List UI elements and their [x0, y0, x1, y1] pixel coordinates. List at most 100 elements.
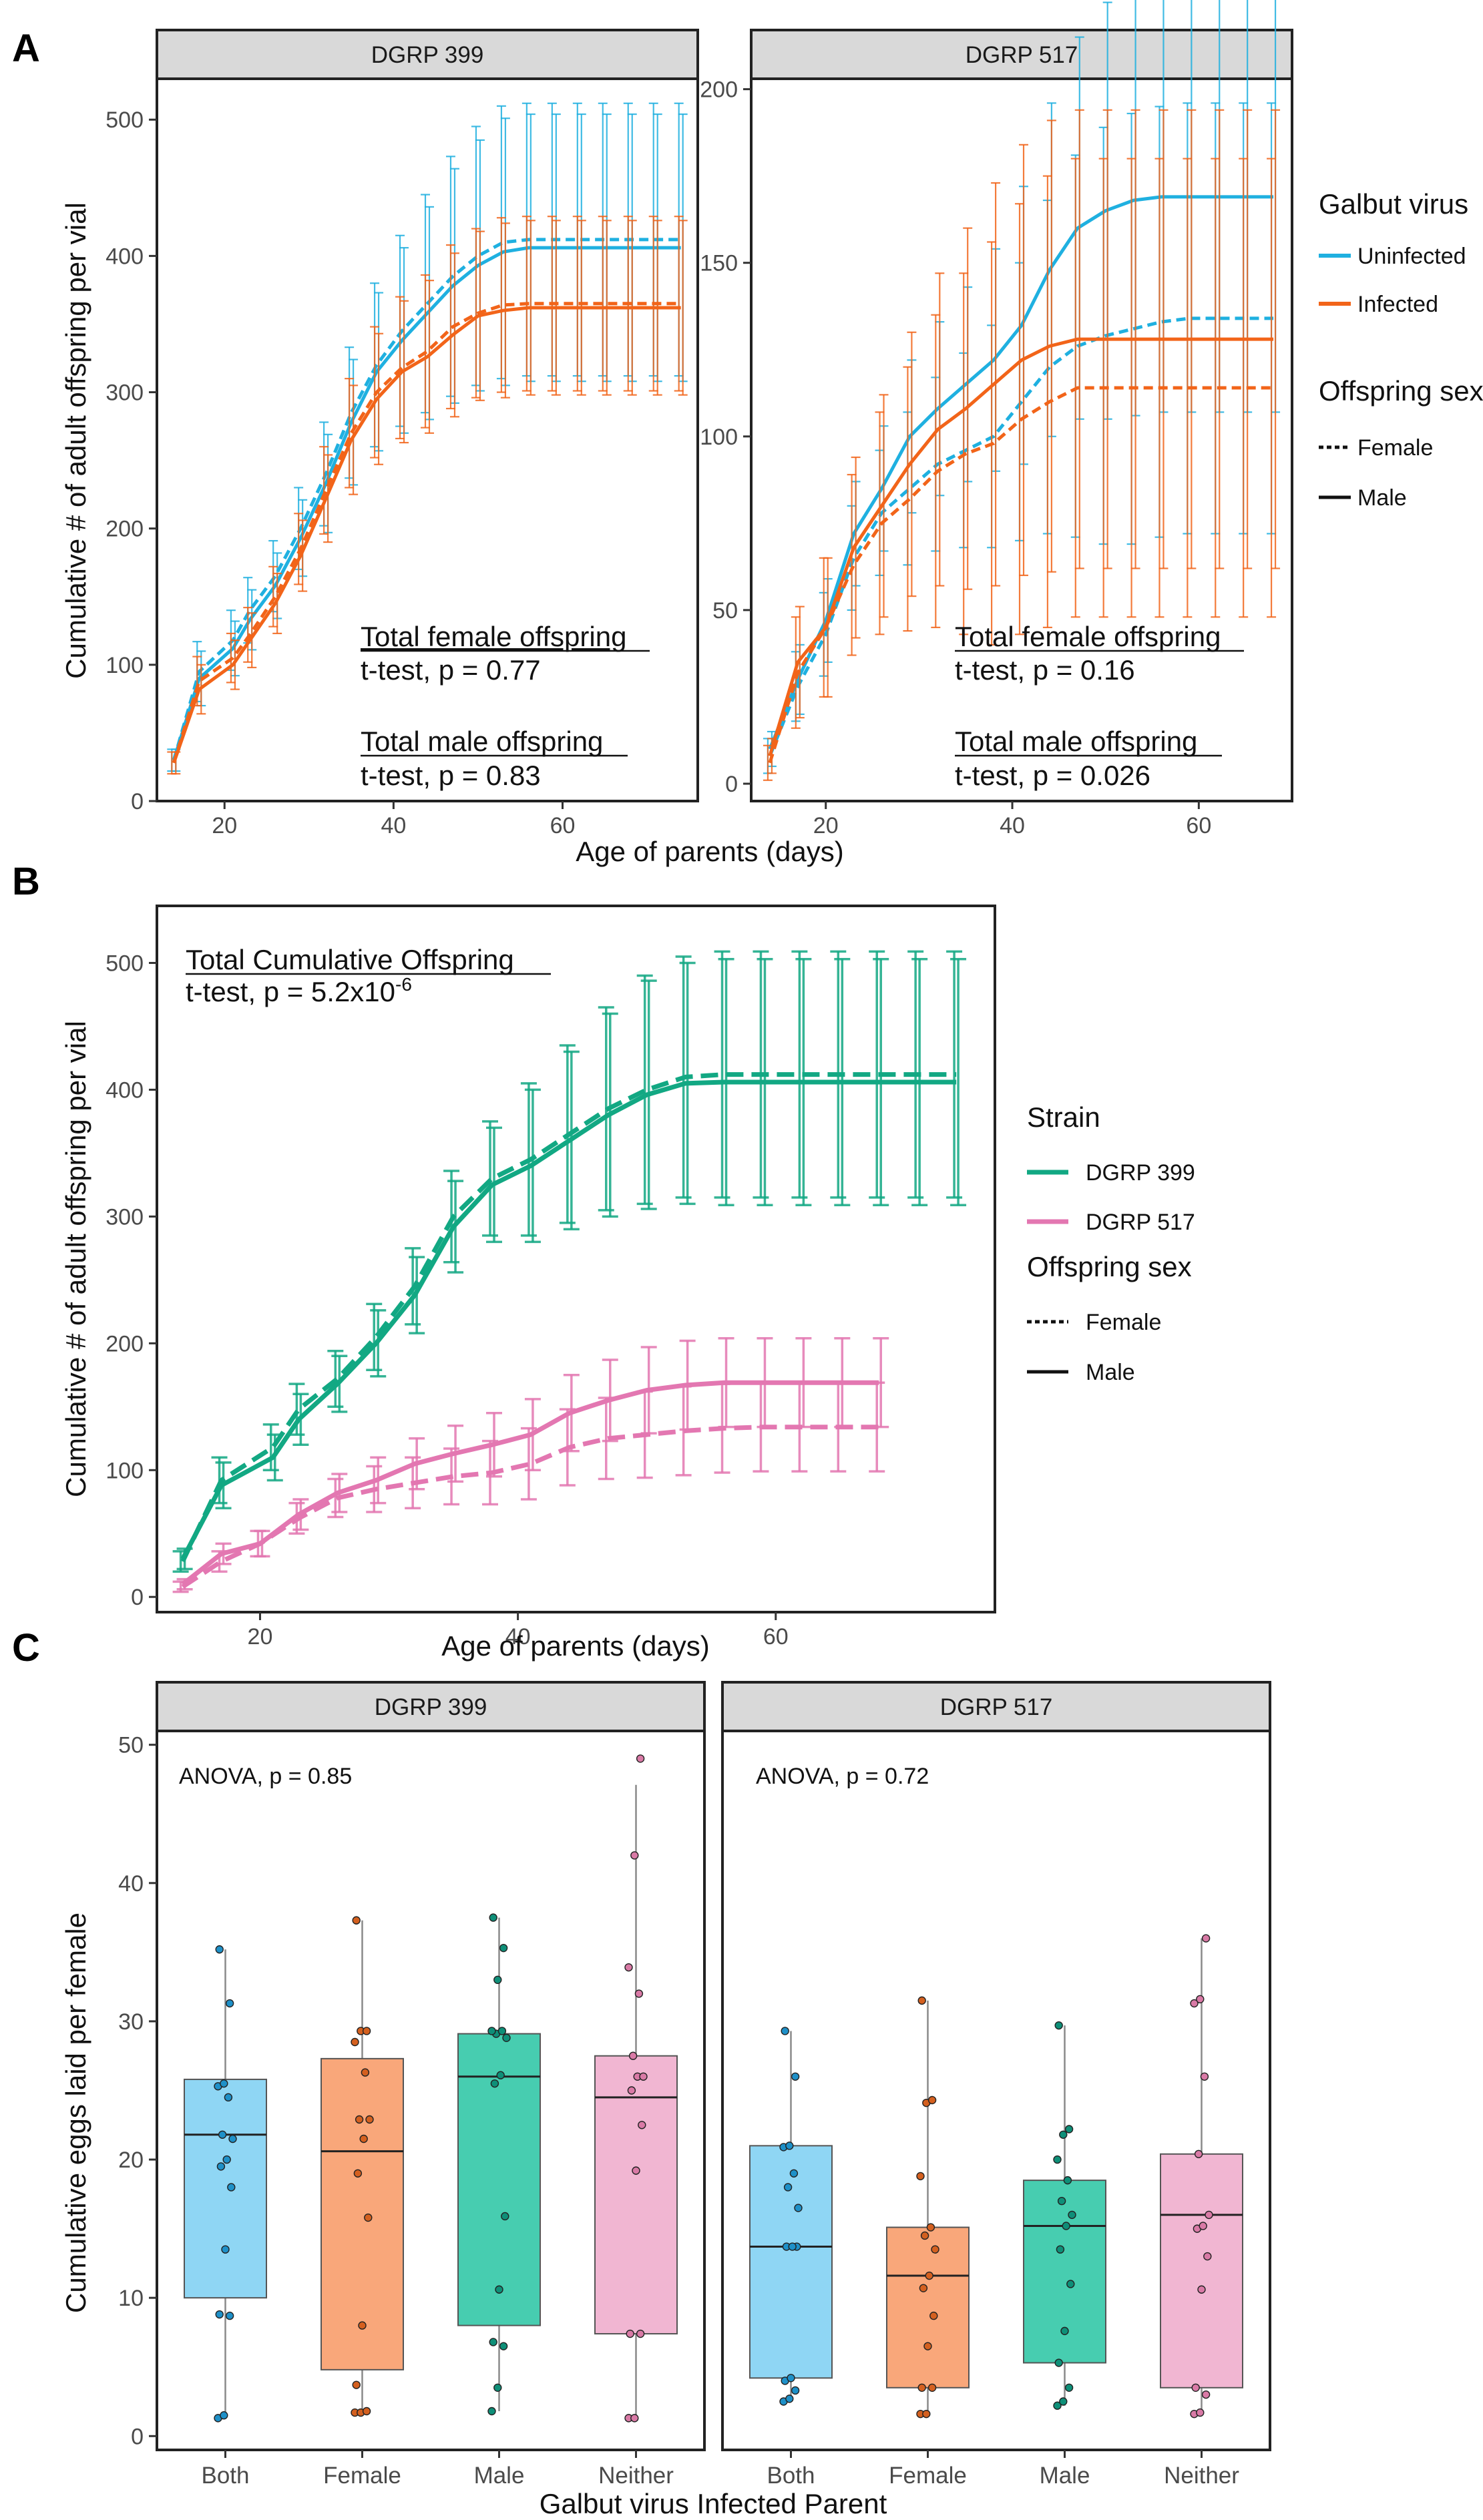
panel-c1-plot: 0 10 20 30 40 50 Both Female Male Neither	[118, 1733, 678, 2489]
panel-c2-point-neither-13	[1201, 1934, 1211, 1943]
panel-c1-box-male	[457, 2033, 541, 2326]
panel-c1-point-neither-1	[630, 2414, 639, 2423]
panel-c2-point-male-8	[1068, 2210, 1076, 2220]
panel-c2-point-female-8	[931, 2245, 939, 2254]
panel-a2-line-uninfected-female	[768, 316, 1274, 757]
panel-c1-point-male-6	[490, 2079, 499, 2088]
panel-c2-point-neither-8	[1205, 2210, 1213, 2220]
panel-c2-point-male-3	[1054, 2358, 1063, 2367]
panel-c1-point-neither-2	[636, 2329, 645, 2338]
panel-c1-point-female-7	[359, 2134, 368, 2144]
panel-c1-point-both-10	[224, 2093, 233, 2102]
legend-virus-title: Galbut virus	[1319, 188, 1468, 220]
legend-strain-title: Strain	[1027, 1101, 1100, 1133]
panel-a1-strip	[156, 29, 699, 80]
panel-a1-xtick-label-0: 20	[212, 813, 237, 838]
panel-c1-point-neither-12	[630, 1851, 639, 1860]
panel-c1-point-both-8	[228, 2134, 237, 2144]
panel-c1-point-male-10	[497, 2027, 507, 2035]
panel-c1-point-neither-4	[632, 2166, 640, 2175]
panel-c1-point-both-9	[218, 2130, 227, 2139]
panel-a2-male-test-title: Total male offspring	[955, 726, 1197, 757]
panel-c2-point-male-13	[1064, 2125, 1074, 2133]
panel-c1-point-female-2	[362, 2407, 371, 2416]
panel-c2-point-female-5	[929, 2311, 938, 2320]
panel-c1-point-female-5	[364, 2213, 373, 2222]
panel-c2-point-both-10	[789, 2169, 799, 2178]
panel-c2-point-neither-9	[1194, 2150, 1203, 2158]
panel-a1-strip-label: DGRP 399	[371, 42, 484, 68]
panel-c2-point-both-13	[791, 2072, 800, 2081]
panel-b-test-stat: t-test, p = 5.2x10-6	[186, 974, 412, 1007]
panel-b-ytick-label-2: 200	[105, 1331, 144, 1356]
panel-c2-point-male-0	[1053, 2401, 1062, 2410]
panel-c1-xtick-label-both: Both	[202, 2463, 250, 2489]
panel-c2-box-both	[749, 2145, 833, 2379]
legend-a-male-label: Male	[1357, 485, 1407, 511]
panel-c2-point-female-10	[926, 2223, 935, 2232]
panel-a2-ytick-label-2: 100	[700, 425, 738, 450]
legend-dgrp399-label: DGRP 399	[1086, 1160, 1195, 1186]
panel-c2-point-female-1	[922, 2409, 931, 2419]
legend-a-sex-title: Offspring sex	[1319, 375, 1483, 407]
panel-b-ytick-label-1: 100	[105, 1458, 144, 1483]
panel-c-x-axis-title: Galbut virus Infected Parent	[540, 2488, 887, 2519]
panel-a2-strip-label: DGRP 517	[966, 42, 1078, 68]
panel-c1-point-neither-3	[626, 2329, 634, 2338]
panel-c1-point-female-6	[353, 2169, 363, 2178]
panel-c1-point-both-2	[225, 2311, 234, 2320]
panel-a1-line-infected-male	[172, 306, 681, 764]
panel-a1-frame	[156, 77, 699, 802]
panel-b-test-stat-exponent: -6	[395, 974, 412, 995]
panel-label-a: A	[12, 27, 40, 70]
panel-a1-ytick-label-4: 400	[105, 244, 144, 269]
panel-c1-point-neither-5	[638, 2121, 646, 2129]
panel-b-x-axis-title: Age of parents (days)	[441, 1630, 710, 1662]
panel-c1-point-female-11	[351, 2037, 359, 2047]
panel-b-xtick-label-0: 20	[248, 1624, 273, 1650]
panel-c1-point-both-13	[225, 1999, 234, 2008]
panel-b-y-axis-title: Cumulative # of adult offspring per vial	[60, 1021, 91, 1497]
panel-c2-point-female-3	[917, 2383, 926, 2392]
panel-c2-box-male	[1023, 2180, 1106, 2364]
panel-c1-point-male-0	[487, 2407, 496, 2416]
panel-c2-xtick-label-male: Male	[1040, 2463, 1090, 2489]
panel-a1-plot: 0 100 200 300 400 500 20 40 60	[105, 102, 688, 838]
panel-a2-frame	[750, 77, 1293, 802]
panel-c2-point-neither-3	[1191, 2383, 1200, 2392]
legend-b-male-label: Male	[1086, 1360, 1135, 1385]
panel-b-legend: Strain DGRP 399 DGRP 517 Offspring sex F…	[1027, 1101, 1195, 1385]
panel-a1-line-infected-female	[172, 302, 681, 764]
panel-a2-xtick-label-1: 40	[1000, 813, 1025, 838]
panel-c1-point-female-8	[365, 2115, 374, 2124]
panel-b-frame	[156, 905, 996, 1613]
panel-b-line-dgrp-399-female	[180, 1072, 957, 1563]
panel-b-plot: 0 100 200 300 400 500 20 40 60	[105, 950, 967, 1650]
panel-c-ytick-label-2: 20	[118, 2148, 144, 2173]
panel-c-ytick-label-3: 30	[118, 2009, 144, 2035]
panel-a1-line-uninfected-male	[172, 246, 681, 761]
panel-c2-box-female	[886, 2226, 970, 2388]
panel-c2-point-male-5	[1066, 2280, 1075, 2288]
panel-c2-point-female-9	[920, 2231, 929, 2240]
panel-c1-point-neither-10	[634, 1989, 644, 1998]
panel-c1-point-neither-13	[636, 1754, 645, 1763]
panel-c1-xtick-label-female: Female	[323, 2463, 401, 2489]
panel-b-test-title: Total Cumulative Offspring	[186, 944, 514, 975]
panel-a1-ytick-label-0: 0	[131, 789, 144, 814]
panel-c2-point-neither-11	[1190, 1999, 1199, 2008]
legend-b-female-label: Female	[1086, 1310, 1161, 1335]
panel-label-b: B	[12, 860, 40, 903]
panel-c1-point-both-3	[215, 2310, 224, 2319]
panel-c2-box-neither	[1160, 2153, 1243, 2388]
panel-c2-xtick-label-female: Female	[889, 2463, 967, 2489]
panel-b-xtick-label-1: 40	[505, 1624, 531, 1650]
panel-a1-female-test-title: Total female offspring	[361, 621, 626, 652]
panel-c2-point-both-12	[785, 2141, 794, 2150]
panel-c1-point-neither-8	[639, 2072, 648, 2081]
panel-c2-strip-label: DGRP 517	[940, 1694, 1053, 1720]
panel-c2-point-male-11	[1053, 2155, 1062, 2164]
panel-c2-anova: ANOVA, p = 0.72	[756, 1764, 929, 1789]
panel-c1-point-neither-9	[628, 2051, 638, 2060]
panel-a2-line-uninfected-male	[768, 195, 1274, 750]
